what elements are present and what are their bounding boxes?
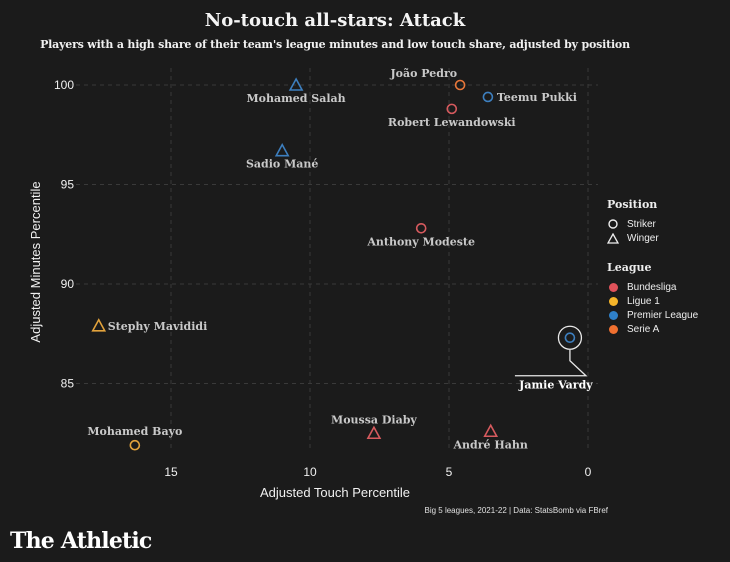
x-tick-label: 15: [164, 465, 178, 479]
legend-label: Bundesliga: [627, 281, 677, 293]
premier-league-color-dot: [608, 310, 618, 320]
y-tick-label: 95: [61, 178, 75, 192]
x-axis-label: Adjusted Touch Percentile: [260, 485, 410, 500]
highlight-callout-line: [514, 349, 588, 377]
data-point: Mohamed Salah: [247, 77, 346, 105]
triangle-icon: [607, 232, 619, 244]
data-point: João Pedro: [389, 67, 466, 91]
grid: [68, 68, 598, 452]
bundesliga-color-dot: [608, 282, 618, 292]
data-point: Robert Lewandowski: [388, 103, 516, 129]
data-point: Sadio Mané: [246, 142, 318, 171]
striker-marker: [564, 332, 576, 344]
legend-label: Premier League: [627, 309, 699, 321]
legend-item-serie-a: Serie A: [607, 322, 698, 336]
data-point: Teemu Pukki: [482, 91, 577, 104]
brand-logo: The Athletic: [10, 528, 152, 554]
data-points: João Pedro Teemu Pukki Robert Lewandowski M…: [87, 67, 593, 451]
data-point: Stephy Mavididi: [91, 318, 208, 333]
legend-item-striker: Striker: [607, 217, 698, 231]
ligue-1-color-dot: [608, 296, 618, 306]
winger-marker: [91, 318, 107, 332]
striker-marker: [454, 79, 466, 91]
winger-marker: [366, 425, 382, 440]
y-tick-label: 85: [61, 377, 75, 391]
winger-marker: [288, 77, 304, 91]
x-tick-label: 10: [303, 465, 317, 479]
striker-marker: [129, 439, 141, 451]
circle-icon: [607, 218, 619, 230]
winger-marker: [274, 142, 290, 157]
legend-label: Ligue 1: [627, 295, 660, 307]
point-label: Stephy Mavididi: [108, 320, 208, 333]
legend-item-premier-league: Premier League: [607, 308, 698, 322]
legend-item-winger: Winger: [607, 231, 698, 245]
data-point: André Hahn: [453, 423, 528, 451]
point-label: João Pedro: [389, 67, 457, 80]
data-point: Moussa Diaby: [331, 413, 417, 440]
point-label: Mohamed Bayo: [87, 425, 182, 438]
chart-subtitle: Players with a high share of their team'…: [40, 38, 630, 51]
point-label: Sadio Mané: [246, 158, 318, 171]
legend-item-bundesliga: Bundesliga: [607, 280, 698, 294]
legend-item-ligue-1: Ligue 1: [607, 294, 698, 308]
y-tick-label: 100: [54, 78, 74, 92]
legend-position-title: Position: [607, 198, 658, 211]
x-tick-label: 5: [446, 465, 453, 479]
point-label: Moussa Diaby: [331, 413, 417, 426]
point-label: Mohamed Salah: [247, 92, 346, 105]
striker-marker: [415, 222, 427, 234]
striker-marker: [482, 91, 494, 103]
chart-title: No-touch all-stars: Attack: [204, 10, 466, 31]
x-tick-label: 0: [585, 465, 592, 479]
point-label: André Hahn: [453, 438, 528, 451]
point-label: Robert Lewandowski: [388, 116, 516, 129]
point-label: Jamie Vardy: [518, 379, 593, 392]
y-tick-label: 90: [61, 277, 75, 291]
data-point: Anthony Modeste: [366, 222, 475, 248]
legend: Position Striker Winger League Bundeslig…: [607, 198, 698, 336]
serie-a-color-dot: [608, 324, 618, 334]
source-note: Big 5 leagues, 2021-22 | Data: StatsBomb…: [424, 506, 608, 515]
legend-league-title: League: [607, 261, 652, 274]
striker-marker: [446, 103, 458, 115]
legend-label: Serie A: [627, 323, 660, 335]
legend-label: Winger: [627, 232, 659, 244]
legend-label: Striker: [627, 218, 656, 230]
point-label: Anthony Modeste: [366, 235, 475, 248]
point-label: Teemu Pukki: [497, 91, 577, 104]
winger-marker: [483, 423, 499, 438]
data-point: Jamie Vardy: [514, 325, 593, 392]
y-axis-label: Adjusted Minutes Percentile: [28, 181, 43, 342]
data-point: Mohamed Bayo: [87, 425, 182, 451]
highlight-ring: [557, 325, 583, 350]
axis-ticks: 15 10 5 0 85 90 95 100: [54, 78, 592, 479]
